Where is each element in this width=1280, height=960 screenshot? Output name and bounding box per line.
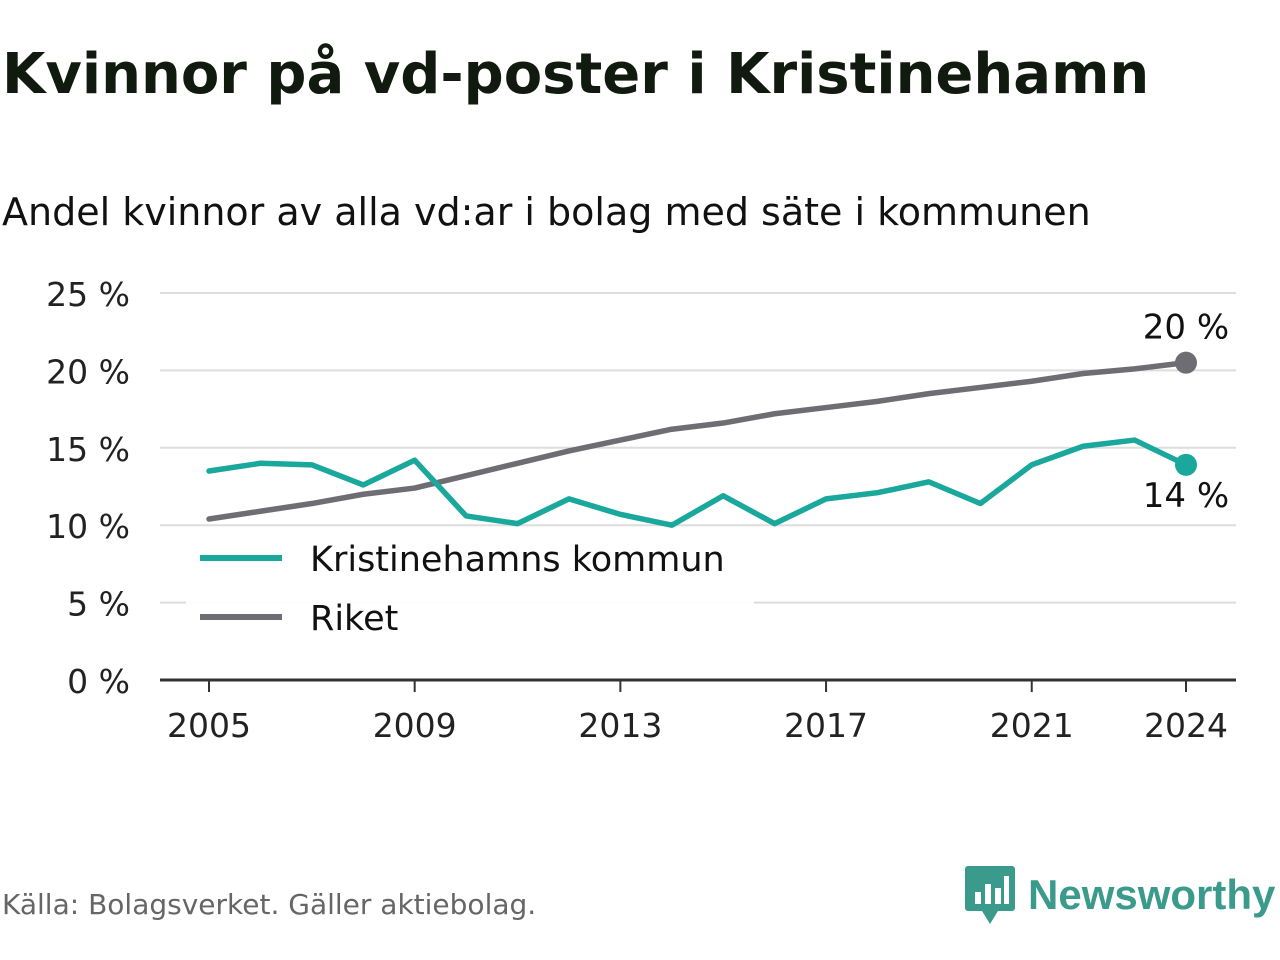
x-tick-label: 2013 — [578, 706, 662, 745]
y-axis-tick-labels: 0 % 5 % 10 % 15 % 20 % 25 % — [46, 275, 130, 701]
series-line — [206, 437, 1189, 528]
y-tick-label: 20 % — [46, 352, 130, 391]
newsworthy-logo-icon — [965, 866, 1015, 924]
end-labels: 14 % 20 % — [1143, 308, 1229, 516]
source-note: Källa: Bolagsverket. Gäller aktiebolag. — [2, 888, 537, 921]
chart-subtitle: Andel kvinnor av alla vd:ar i bolag med … — [2, 190, 1091, 234]
end-point-marker — [1175, 351, 1197, 374]
y-tick-label: 5 % — [67, 585, 130, 624]
end-value-label: 14 % — [1143, 476, 1229, 516]
x-tick-label: 2021 — [990, 706, 1074, 745]
end-value-label: 20 % — [1143, 308, 1229, 348]
brand-name: Newsworthy — [1028, 871, 1276, 918]
x-tick-label: 2005 — [167, 706, 251, 745]
legend-background — [186, 530, 754, 648]
series-line — [206, 359, 1189, 522]
x-tick-label: 2009 — [373, 706, 457, 745]
y-tick-label: 10 % — [46, 507, 130, 546]
series-lines — [206, 359, 1189, 528]
x-axis: 2005 2009 2013 2017 2021 2024 — [160, 678, 1236, 745]
end-point-marker — [1175, 453, 1197, 476]
y-tick-label: 0 % — [67, 662, 130, 701]
x-tick-label: 2024 — [1144, 706, 1228, 745]
legend-label: Riket — [310, 599, 398, 639]
brand-logo: Newsworthy — [964, 864, 1275, 926]
x-tick-label: 2017 — [784, 706, 868, 745]
chart-title: Kvinnor på vd-poster i Kristinehamn — [2, 42, 1150, 107]
legend-label: Kristinehamns kommun — [310, 540, 725, 580]
legend: Kristinehamns kommun Riket — [186, 530, 754, 648]
y-tick-label: 25 % — [46, 275, 130, 314]
y-tick-label: 15 % — [46, 430, 130, 469]
